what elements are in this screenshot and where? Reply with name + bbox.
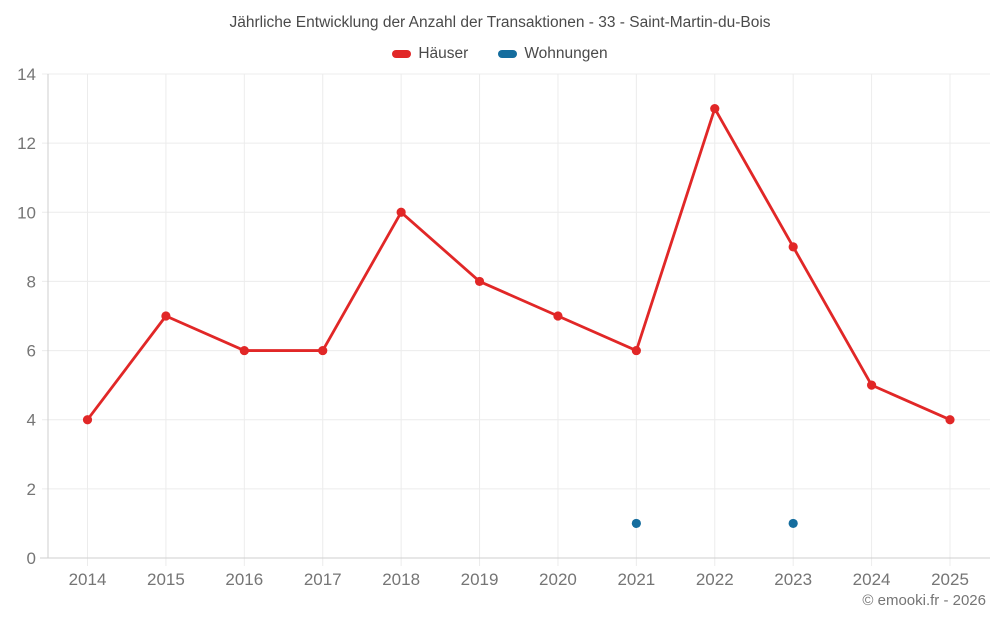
y-tick-label: 6: [27, 342, 36, 361]
data-point-häuser-2016[interactable]: [239, 345, 249, 356]
y-tick-label: 10: [17, 203, 36, 222]
legend-item-1[interactable]: Wohnungen: [498, 45, 608, 63]
y-tick-label: 0: [27, 549, 36, 568]
y-tick-label: 12: [17, 134, 36, 153]
x-tick-label: 2016: [225, 570, 263, 589]
data-point-häuser-2021[interactable]: [631, 345, 641, 356]
legend-swatch-icon: [498, 50, 518, 58]
chart-legend: Häuser Wohnungen: [0, 45, 1000, 63]
x-tick-label: 2014: [69, 570, 107, 589]
x-tick-label: 2024: [853, 570, 891, 589]
y-tick-label: 4: [27, 411, 36, 430]
data-point-häuser-2015[interactable]: [161, 311, 171, 321]
data-point-häuser-2025[interactable]: [945, 415, 955, 425]
x-tick-label: 2022: [696, 570, 734, 589]
chart-title: Jährliche Entwicklung der Anzahl der Tra…: [229, 14, 771, 31]
legend-label: Wohnungen: [524, 45, 608, 62]
data-point-wohnungen-2023[interactable]: [788, 518, 798, 529]
y-tick-label: 2: [27, 480, 36, 499]
legend-label: Häuser: [418, 45, 469, 62]
x-tick-label: 2018: [382, 570, 420, 589]
x-tick-label: 2017: [304, 570, 342, 589]
series-line-0: [86, 107, 952, 422]
x-tick-label: 2015: [147, 570, 185, 589]
data-point-häuser-2023[interactable]: [788, 242, 798, 252]
data-point-häuser-2019[interactable]: [474, 276, 485, 287]
legend-swatch-icon: [392, 50, 412, 58]
data-point-häuser-2020[interactable]: [553, 311, 563, 321]
data-point-häuser-2024[interactable]: [866, 380, 877, 390]
copyright-text: © emooki.fr - 2026: [862, 592, 986, 609]
x-tick-label: 2019: [461, 570, 499, 589]
data-point-häuser-2014[interactable]: [82, 415, 93, 425]
x-tick-label: 2023: [774, 570, 812, 589]
x-tick-label: 2025: [931, 570, 969, 589]
y-tick-label: 14: [17, 65, 36, 84]
x-tick-label: 2020: [539, 570, 577, 589]
y-tick-label: 8: [27, 272, 36, 291]
data-point-häuser-2018[interactable]: [396, 207, 406, 217]
data-point-häuser-2017[interactable]: [318, 345, 328, 356]
data-point-häuser-2022[interactable]: [710, 103, 720, 114]
legend-item-0[interactable]: Häuser: [392, 45, 468, 63]
data-point-wohnungen-2021[interactable]: [631, 518, 641, 529]
x-tick-label: 2021: [617, 570, 655, 589]
